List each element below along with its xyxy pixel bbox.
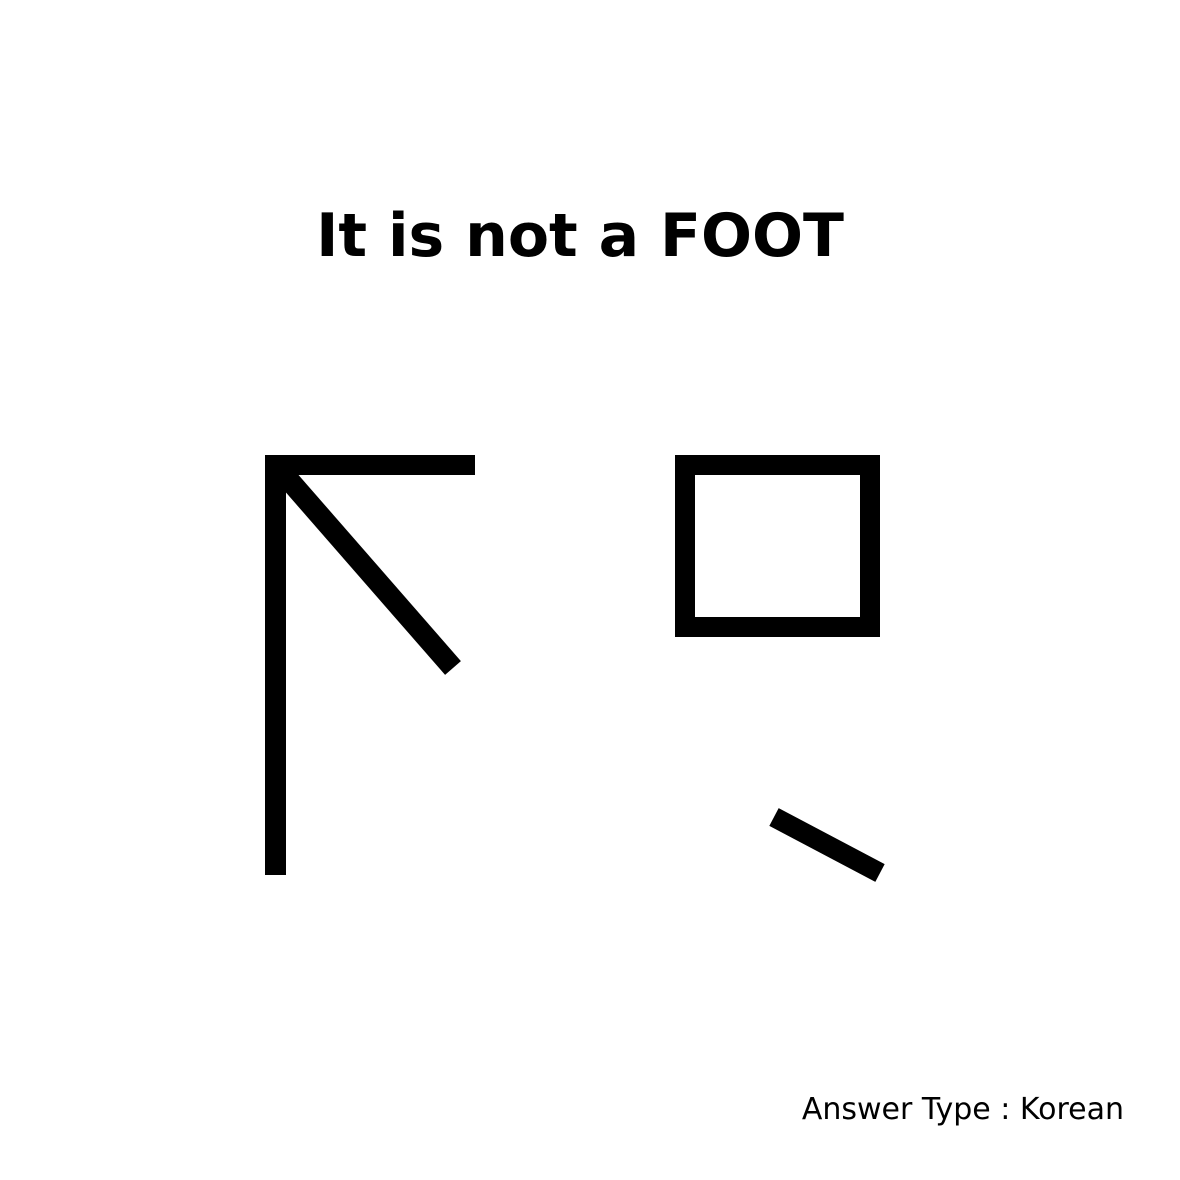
stroke-box bbox=[675, 455, 880, 637]
stroke-diagonal bbox=[274, 465, 461, 675]
stroke-short-slash bbox=[769, 808, 885, 882]
answer-type-label: Answer Type : Korean bbox=[801, 1092, 1124, 1127]
stroke-top-bar bbox=[265, 455, 475, 475]
stroke-left-vertical bbox=[265, 458, 286, 875]
puzzle-title: It is not a FOOT bbox=[316, 201, 844, 271]
